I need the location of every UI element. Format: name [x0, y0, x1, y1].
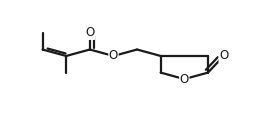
Text: O: O: [219, 49, 228, 63]
Text: O: O: [180, 73, 189, 86]
Text: O: O: [109, 49, 118, 63]
Text: O: O: [85, 26, 94, 39]
